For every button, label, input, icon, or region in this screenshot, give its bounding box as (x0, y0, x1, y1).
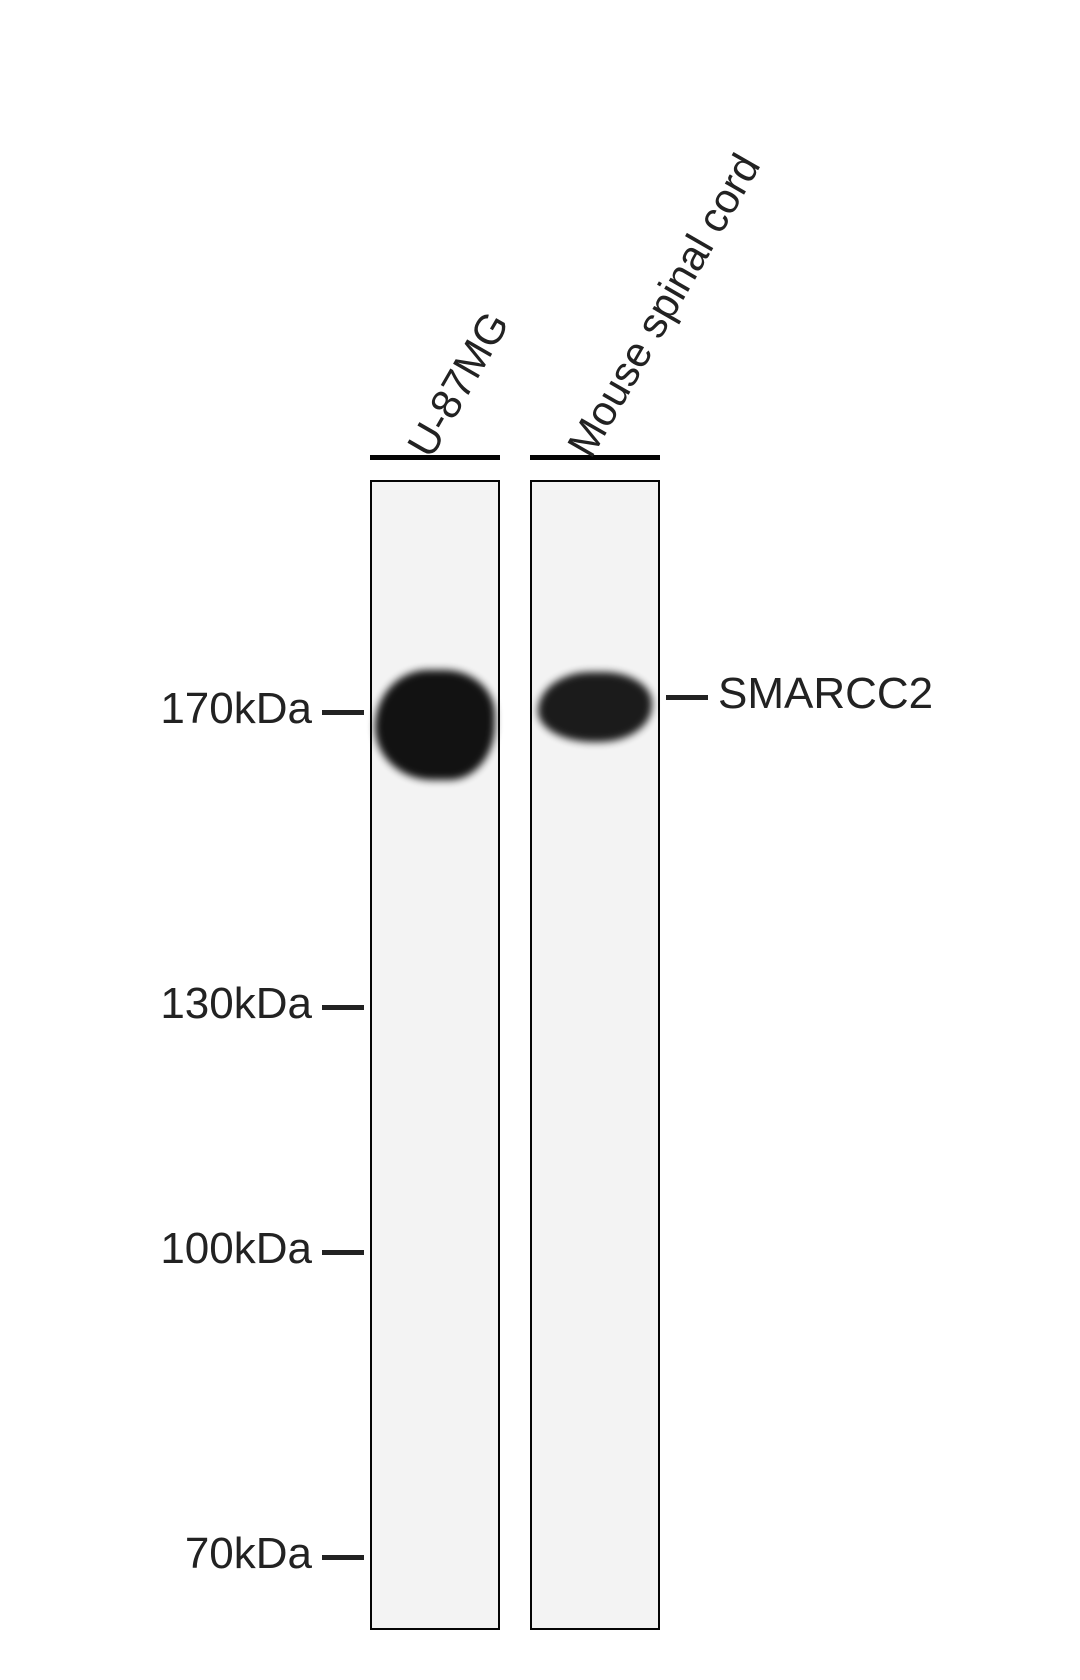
lane-label: Mouse spinal cord (558, 146, 770, 465)
mw-label: 100kDa (72, 1224, 312, 1274)
mw-tick (322, 1005, 364, 1010)
mw-tick (322, 710, 364, 715)
mw-label: 170kDa (72, 684, 312, 734)
blot-lane (370, 480, 500, 1630)
blot-lane (530, 480, 660, 1630)
target-label: SMARCC2 (718, 669, 933, 719)
mw-tick (322, 1555, 364, 1560)
mw-tick (322, 1250, 364, 1255)
protein-band (538, 672, 652, 742)
mw-label: 130kDa (72, 979, 312, 1029)
protein-band (375, 670, 495, 780)
target-tick (666, 695, 708, 700)
lane-label: U-87MG (398, 304, 519, 465)
mw-label: 70kDa (72, 1529, 312, 1579)
